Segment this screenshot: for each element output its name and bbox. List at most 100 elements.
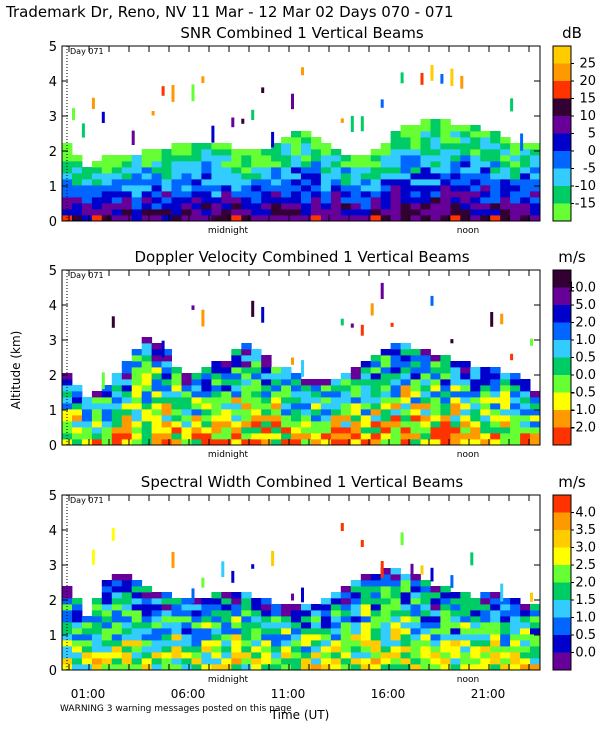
data-cell xyxy=(101,385,113,392)
data-cell xyxy=(271,191,282,198)
data-cell xyxy=(460,409,471,416)
data-cell xyxy=(291,409,302,416)
data-cell xyxy=(221,592,232,599)
data-cell xyxy=(340,592,352,599)
data-cell xyxy=(241,379,252,386)
data-cell xyxy=(211,592,222,599)
scatter-cell xyxy=(520,133,524,151)
data-cell xyxy=(211,185,222,192)
data-cell xyxy=(261,379,272,386)
data-cell xyxy=(191,421,202,428)
data-cell xyxy=(231,403,242,410)
data-cell xyxy=(141,664,153,671)
data-cell xyxy=(440,610,451,617)
data-cell xyxy=(400,580,411,587)
data-cell xyxy=(420,197,431,204)
data-cell xyxy=(420,397,431,404)
scatter-cell xyxy=(360,540,364,547)
colorbar-swatch xyxy=(553,46,571,64)
data-cell xyxy=(241,191,252,198)
data-cell xyxy=(400,385,411,392)
data-cell xyxy=(111,580,123,587)
data-cell xyxy=(271,373,282,380)
data-cell xyxy=(261,664,272,671)
data-cell xyxy=(231,664,242,671)
data-cell xyxy=(330,421,342,428)
data-cell xyxy=(390,568,401,575)
data-cell xyxy=(340,634,352,641)
colorbar-swatch xyxy=(553,340,571,358)
data-cell xyxy=(101,421,113,428)
data-cell xyxy=(440,622,451,629)
data-cell xyxy=(340,658,352,665)
data-cell xyxy=(281,185,292,192)
data-cell xyxy=(340,610,352,617)
data-cell xyxy=(410,409,421,416)
data-cell xyxy=(131,628,143,635)
data-cell xyxy=(231,197,242,204)
data-cell xyxy=(161,658,172,665)
x-tick-label-0600: 06:00 xyxy=(171,687,206,701)
data-cell xyxy=(131,415,143,422)
scatter-cell xyxy=(460,75,464,89)
data-cell xyxy=(241,409,252,416)
data-cell xyxy=(221,185,232,192)
data-cell xyxy=(241,367,252,374)
data-cell xyxy=(111,185,123,192)
data-cell xyxy=(291,149,302,156)
scatter-cell xyxy=(91,97,95,109)
data-cell xyxy=(62,433,73,440)
data-cell xyxy=(161,616,172,623)
data-cell xyxy=(520,155,531,162)
data-cell xyxy=(490,131,501,138)
data-cell xyxy=(141,367,153,374)
data-cell xyxy=(350,397,362,404)
data-cell xyxy=(350,658,362,665)
data-cell xyxy=(410,403,421,410)
data-cell xyxy=(320,415,332,422)
data-cell xyxy=(291,191,302,198)
data-cell xyxy=(520,209,531,216)
data-cell xyxy=(330,385,342,392)
data-cell xyxy=(370,421,382,428)
data-cell xyxy=(430,634,441,641)
y-tick-label: 4 xyxy=(49,524,57,539)
data-cell xyxy=(390,580,401,587)
data-cell xyxy=(440,203,451,210)
data-cell xyxy=(151,622,162,629)
data-cell xyxy=(81,185,93,192)
data-cell xyxy=(231,592,242,599)
data-cell xyxy=(261,598,272,605)
colorbar-tick-label: 5 xyxy=(588,127,596,142)
data-cell xyxy=(380,173,392,180)
data-cell xyxy=(251,203,262,210)
data-cell xyxy=(201,421,212,428)
data-cell xyxy=(440,119,451,126)
data-cell xyxy=(121,652,133,659)
scatter-cell xyxy=(500,583,504,602)
data-cell xyxy=(241,167,252,174)
data-cell xyxy=(211,604,222,611)
colorbar-tick-label: -2.0 xyxy=(571,421,596,436)
data-cell xyxy=(470,397,481,404)
data-cell xyxy=(380,427,392,434)
data-cell xyxy=(510,155,521,162)
data-cell xyxy=(490,391,501,398)
data-cell xyxy=(301,379,312,386)
data-cell xyxy=(320,598,332,605)
data-cell xyxy=(291,421,302,428)
data-cell xyxy=(201,391,212,398)
data-cell xyxy=(72,604,83,611)
data-cell xyxy=(131,209,143,216)
data-cell xyxy=(480,403,491,410)
data-cell xyxy=(291,379,302,386)
data-cell xyxy=(141,349,153,356)
data-cell xyxy=(500,185,511,192)
data-cell xyxy=(241,403,252,410)
data-cell xyxy=(241,209,252,216)
data-cell xyxy=(350,628,362,635)
data-cell xyxy=(72,161,83,168)
data-cell xyxy=(490,409,501,416)
data-field xyxy=(62,523,541,671)
data-cell xyxy=(360,197,372,204)
